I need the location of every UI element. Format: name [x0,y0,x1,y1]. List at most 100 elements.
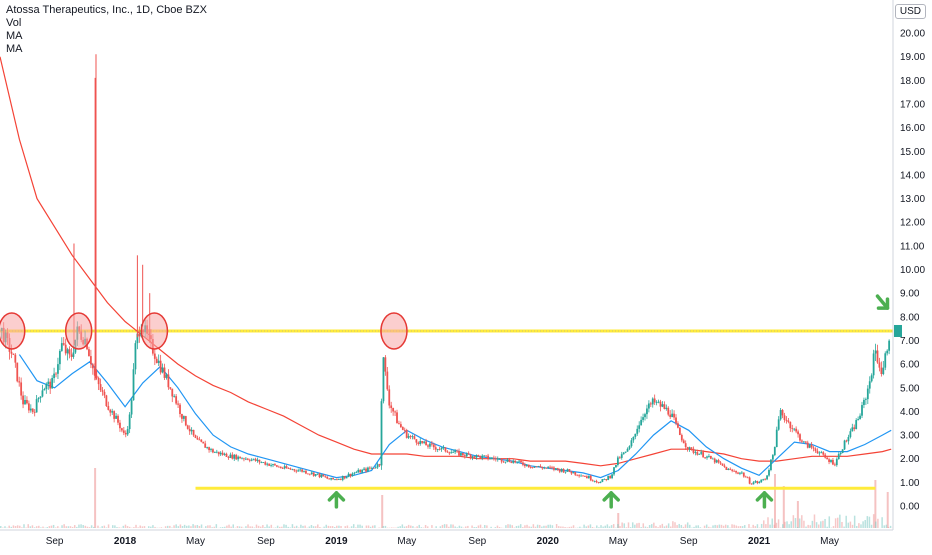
candle-body [662,404,664,406]
volume-bar [78,525,80,528]
volume-bar [636,523,638,528]
volume-bar [873,514,875,528]
volume-bar [818,525,820,528]
volume-bar [810,525,812,528]
volume-bar [579,527,581,528]
volume-bar [452,525,454,528]
candle-body [691,447,693,448]
volume-bar [57,526,59,528]
x-tick-label: 2020 [537,536,560,547]
candle-body [415,439,417,442]
volume-bar [803,521,805,528]
volume-bar [805,527,807,528]
highlight-circle[interactable] [66,313,92,349]
candle-body [472,456,474,457]
candle-body [766,476,768,480]
candle-body [251,460,253,461]
volume-bar [545,526,547,528]
candle-body [588,476,590,478]
volume-bar [144,526,146,528]
legend-ma-2[interactable]: MA [6,43,207,56]
candle-body [627,449,629,452]
volume-bar [799,518,801,528]
candle-body [264,462,266,464]
candle-body [739,473,741,474]
highlight-circle[interactable] [381,313,407,349]
candle-body [787,421,789,422]
candle-body [309,474,311,475]
currency-badge[interactable]: USD [895,4,926,19]
candle-body [623,453,625,455]
highlight-circle[interactable] [141,313,167,349]
candle-body [648,403,650,408]
candle-body [706,456,708,457]
volume-bar [624,523,626,528]
candle-body [107,406,109,410]
volume-bar [710,527,712,528]
candle-body [631,440,633,446]
candle-body [493,458,495,459]
candle-body [855,420,857,429]
candle-body [534,467,536,468]
candle-body [437,449,439,450]
volume-bar [266,524,268,528]
candle-body [716,460,718,462]
candle-body [499,458,501,459]
candle-body [386,372,388,390]
candle-body [725,467,727,470]
candle-body [834,465,836,466]
volume-bar [700,527,702,528]
volume-bar [843,527,845,528]
candle-body [617,457,619,465]
volume-bar [839,515,841,528]
candle-body [479,456,481,458]
candle-body [586,476,588,478]
candle-body [98,378,100,384]
candle-body [572,472,574,473]
volume-bar [359,525,361,528]
volume-bar [36,526,38,528]
candle-body [396,412,398,423]
candle-body [563,469,565,472]
candle-body [789,422,791,428]
volume-bar [864,520,866,528]
candle-body [125,433,127,435]
volume-bar [484,525,486,528]
candle-body [102,390,104,392]
y-tick-label: 5.00 [900,383,920,394]
volume-bar [850,522,852,528]
volume-bar [602,527,604,528]
volume-bar [383,526,385,528]
candle-body [468,453,470,454]
candle-body [708,456,710,457]
volume-bar [784,522,786,528]
volume-bar [890,526,892,528]
candle-body [758,482,760,483]
candle-body [532,467,534,468]
candle-body [464,455,466,456]
legend-vol[interactable]: Vol [6,17,207,30]
volume-bar [61,525,63,528]
volume-bar [721,525,723,528]
volume-bar [66,526,68,528]
candle-body [243,458,245,459]
candle-body [222,453,224,455]
candle-body [594,481,596,482]
candle-body [718,460,720,462]
volume-bar [300,525,302,528]
y-tick-label: 20.00 [900,29,925,40]
candle-body [580,476,582,477]
candle-body [809,445,811,448]
candle-body [28,403,30,410]
candle-body [167,374,169,387]
candle-body [173,396,175,397]
volume-bar [209,525,211,528]
candle-body [584,476,586,477]
candle-body [390,405,392,408]
legend-title: Atossa Therapeutics, Inc., 1D, Cboe BZX [6,4,207,17]
legend-ma-1[interactable]: MA [6,30,207,43]
candle-body [169,387,171,389]
highlight-circle[interactable] [0,313,25,349]
